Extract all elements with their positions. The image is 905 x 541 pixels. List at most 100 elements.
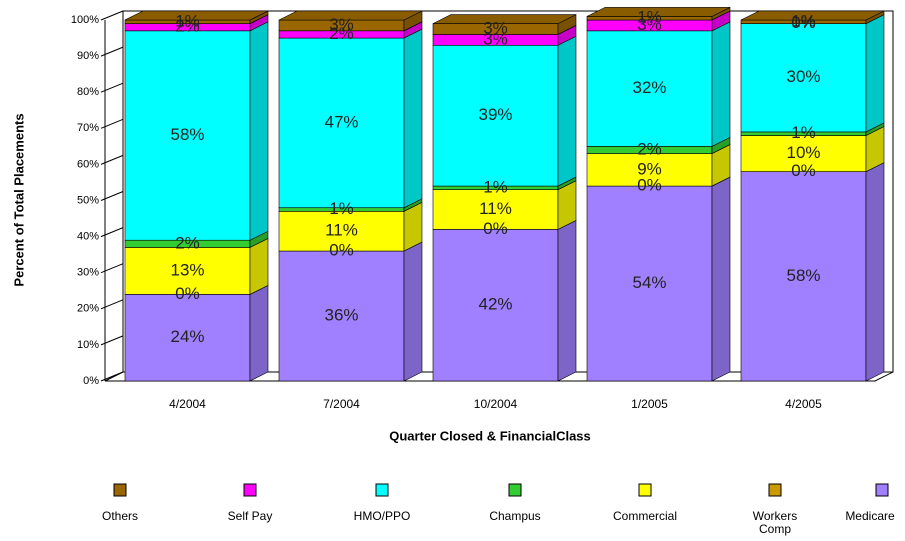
y-tick-label: 70% — [77, 122, 99, 134]
data-label: 58% — [170, 125, 204, 144]
y-tick — [100, 118, 124, 129]
y-tick — [100, 335, 124, 346]
legend-swatch — [768, 483, 782, 497]
data-label: 2% — [329, 24, 354, 43]
y-tick-label: 50% — [77, 194, 99, 206]
x-tick-label: 4/2005 — [785, 397, 822, 411]
legend-label: Champus — [489, 509, 541, 523]
legend-swatch — [638, 483, 652, 497]
data-label: 2% — [637, 139, 662, 158]
y-tick — [100, 46, 124, 57]
y-tick — [100, 191, 124, 201]
y-tick — [100, 371, 124, 382]
y-tick-label: 90% — [77, 50, 99, 62]
y-tick — [100, 10, 124, 21]
data-label: 1% — [791, 123, 816, 142]
legend-swatch — [243, 483, 257, 497]
data-label: 10% — [786, 143, 820, 162]
bar-segment-side — [249, 284, 269, 382]
bar-segment — [586, 153, 713, 187]
bar-segment-side — [865, 162, 885, 382]
data-label: 24% — [170, 327, 204, 346]
data-label: 42% — [478, 295, 512, 314]
legend-label: HMO/PPO — [353, 509, 411, 523]
data-label: 0% — [791, 13, 816, 32]
bar-segment — [278, 250, 405, 382]
bar-segment-side — [557, 219, 577, 382]
data-label: 36% — [324, 306, 358, 325]
data-label: 1% — [175, 11, 200, 30]
data-label: 0% — [483, 219, 508, 238]
bar-segment-side — [403, 241, 423, 382]
data-label: 0% — [329, 241, 354, 260]
bar-segment-side — [865, 14, 885, 133]
bar-segment — [740, 23, 867, 133]
x-axis-title: Quarter Closed & FinancialClass — [389, 428, 591, 443]
bar-segment — [740, 171, 867, 382]
y-tick-label: 40% — [77, 231, 99, 243]
y-tick-label: 100% — [71, 14, 99, 26]
legend-swatch — [875, 483, 889, 497]
data-label: 3% — [483, 19, 508, 38]
data-label: 13% — [170, 260, 204, 279]
bar-segment-side — [249, 21, 269, 241]
bar-top — [740, 10, 885, 21]
legend-label: Commercial — [612, 509, 677, 523]
data-label: 47% — [324, 112, 358, 131]
bar-segment — [432, 44, 559, 187]
bar-segment-side — [557, 35, 577, 187]
bar-top — [124, 10, 269, 21]
y-axis-title: Percent of Total Placements — [11, 113, 26, 286]
data-label: 0% — [175, 284, 200, 303]
y-tick — [100, 227, 124, 238]
legend-label: Workers Comp — [752, 509, 798, 536]
y-tick-label: 80% — [77, 86, 99, 98]
bar-segment — [586, 30, 713, 147]
data-label: 58% — [786, 266, 820, 285]
data-label: 0% — [637, 176, 662, 195]
data-label: 39% — [478, 105, 512, 124]
data-label: 32% — [632, 78, 666, 97]
bar-top — [278, 10, 423, 21]
bar-segment — [124, 294, 251, 382]
y-tick-label: 10% — [77, 339, 99, 351]
data-label: 0% — [791, 161, 816, 180]
bar-segment — [278, 37, 405, 209]
y-tick — [100, 82, 124, 93]
data-label: 54% — [632, 273, 666, 292]
data-label: 1% — [637, 8, 662, 27]
y-tick-label: 0% — [83, 375, 99, 387]
data-label: 2% — [175, 17, 200, 36]
data-label: 3% — [637, 15, 662, 34]
y-tick-label: 60% — [77, 158, 99, 170]
legend-label: Medicare — [845, 509, 895, 523]
legend-label: Others — [101, 509, 138, 523]
x-tick-label: 10/2004 — [474, 397, 518, 411]
x-tick-label: 1/2005 — [631, 397, 668, 411]
bar-segment-side — [403, 28, 423, 209]
data-label: 1% — [791, 11, 816, 30]
data-label: 3% — [329, 15, 354, 34]
y-tick — [100, 263, 124, 274]
data-label: 1% — [483, 177, 508, 196]
x-tick-label: 7/2004 — [323, 397, 360, 411]
data-label: 11% — [325, 221, 358, 240]
legend-swatch — [113, 483, 127, 497]
y-tick — [100, 154, 124, 165]
legend-swatch — [508, 483, 522, 497]
bar-segment — [740, 135, 867, 172]
legend-swatch — [375, 483, 389, 497]
bar-segment — [432, 189, 559, 230]
bar-segment-side — [711, 21, 731, 147]
bar-top — [432, 14, 577, 24]
bar-segment — [124, 30, 251, 241]
bar-segment-side — [711, 176, 731, 382]
x-tick-label: 4/2004 — [169, 397, 206, 411]
legend-label: Self Pay — [227, 509, 273, 523]
y-tick-label: 30% — [77, 267, 99, 279]
y-tick — [100, 299, 124, 310]
bar-segment — [432, 229, 559, 382]
data-label: 3% — [483, 29, 508, 48]
